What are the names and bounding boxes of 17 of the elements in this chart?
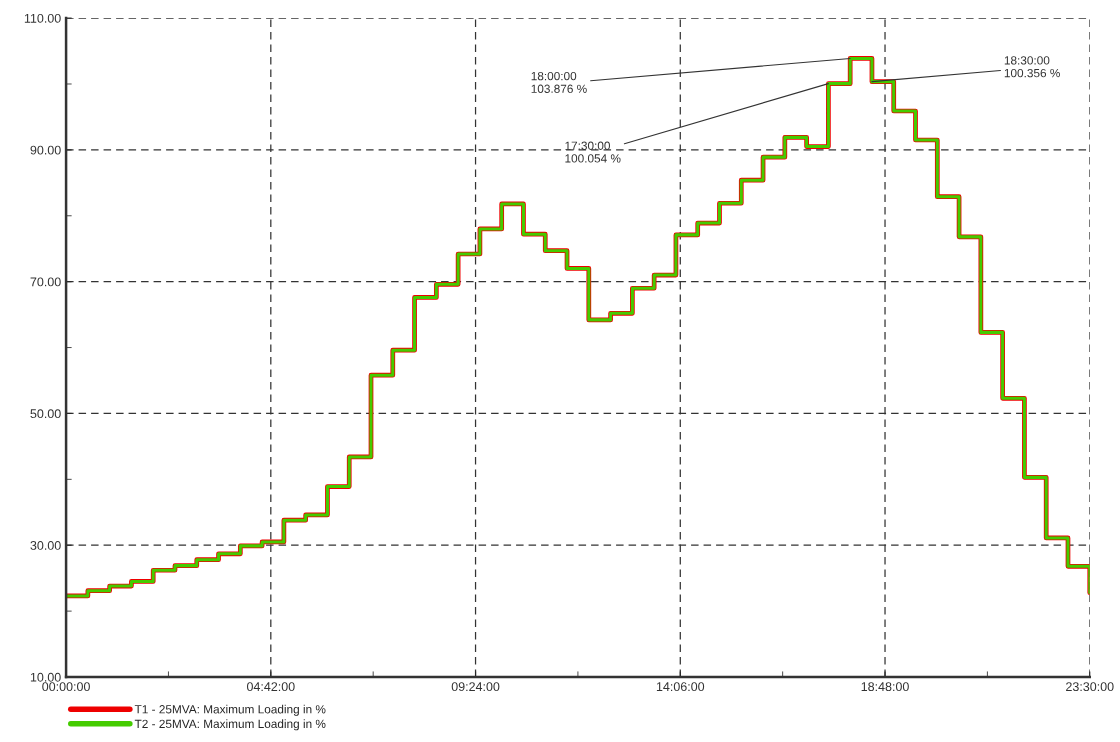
legend-label: T1 - 25MVA: Maximum Loading in % xyxy=(134,704,326,716)
y-tick-label: 50.00 xyxy=(30,409,61,419)
y-tick-label: 110.00 xyxy=(24,13,61,23)
x-tick-label: 18:48:00 xyxy=(861,682,909,692)
y-tick-label: 10.00 xyxy=(30,672,61,682)
annotation: 18:00:00 103.876 % xyxy=(531,71,587,93)
y-tick-label: 30.00 xyxy=(30,541,61,550)
annotation: 17:30:00 100.054 % xyxy=(565,141,621,163)
x-tick-label: 09:24:00 xyxy=(451,682,500,692)
y-tick-label: 90.00 xyxy=(30,145,61,155)
x-tick-label: 00:00:00 xyxy=(42,682,90,692)
x-tick-label: 14:06:00 xyxy=(656,682,705,692)
y-tick-label: 70.00 xyxy=(30,277,61,287)
x-tick-label: 04:42:00 xyxy=(246,682,295,692)
x-tick-label: 23:30:00 xyxy=(1066,682,1114,692)
legend-label: T2 - 25MVA: Maximum Loading in % xyxy=(134,719,326,731)
annotation: 18:30:00 100.356 % xyxy=(1004,56,1060,78)
